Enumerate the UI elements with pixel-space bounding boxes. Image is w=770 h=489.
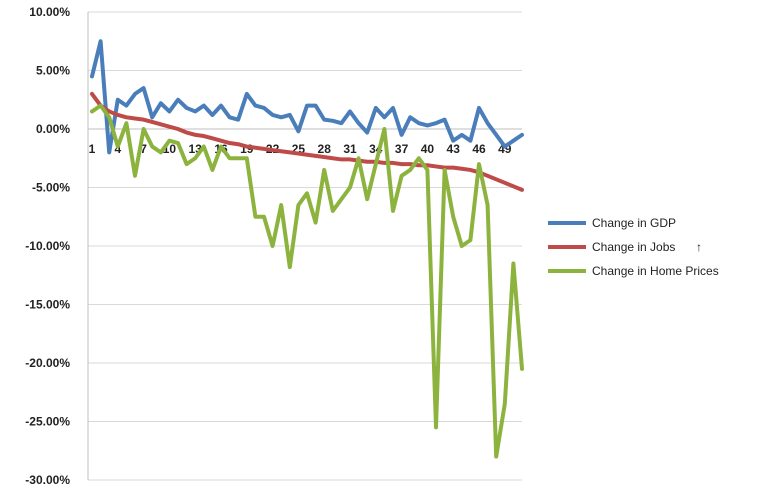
y-tick-label: -10.00% [25,239,70,253]
gridlines [88,11,522,481]
series-line-change-in-jobs [90,91,524,192]
x-axis: 1 4 7 10 13 16 19 22 25 28 31 34 37 40 43 46 49 [88,128,522,156]
x-tick-label: 31 [343,142,357,156]
y-tick-label: 5.00% [36,64,70,78]
legend: Change in GDP Change in Jobs ↑ Change in Ho… [548,216,719,278]
x-tick-label: 4 [114,142,121,156]
series-lines [90,39,524,459]
cursor-arrow-icon: ↑ [696,240,702,254]
y-tick-label: -15.00% [25,298,70,312]
legend-label: Change in Jobs [592,240,675,254]
y-tick-label: -25.00% [25,415,70,429]
series-line-change-in-home-prices [90,103,524,459]
y-tick-label: -20.00% [25,356,70,370]
y-tick-label: 0.00% [36,122,70,136]
x-tick-label: 7 [140,142,147,156]
x-tick-label: 46 [472,142,486,156]
y-tick-label: 10.00% [29,5,70,19]
x-tick-label: 37 [395,142,409,156]
series-line-change-in-gdp [90,39,524,155]
x-tick-label: 40 [421,142,435,156]
y-tick-label: -30.00% [25,473,70,487]
y-tick-label: -5.00% [32,181,70,195]
legend-label: Change in GDP [592,216,676,230]
y-axis: 10.00% 5.00% 0.00% -5.00% -10.00% -15.00% -20.… [25,5,89,487]
x-tick-label: 1 [89,142,96,156]
x-tick-label: 28 [318,142,332,156]
legend-label: Change in Home Prices [592,264,719,278]
x-tick-label: 43 [447,142,461,156]
